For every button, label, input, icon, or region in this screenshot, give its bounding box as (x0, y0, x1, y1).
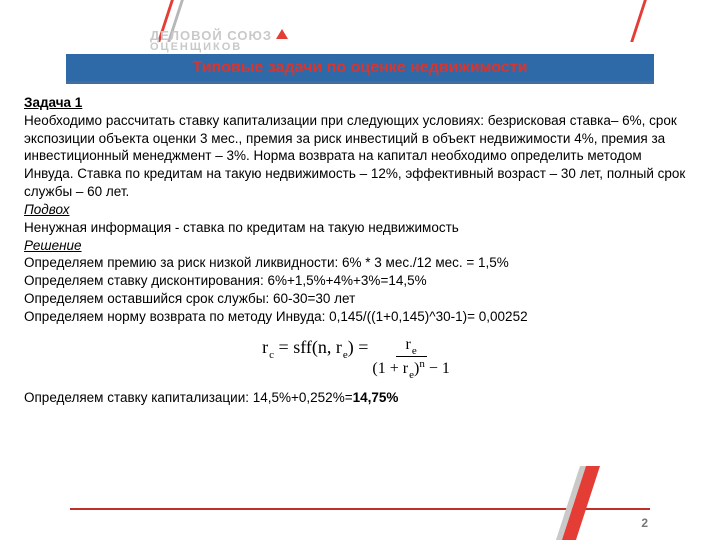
catch-label: Подвох (24, 201, 692, 219)
formula-numerator: re (396, 334, 427, 357)
title-bar: Типовые задачи по оценке недвижимости (66, 54, 654, 84)
watermark-logo: ДЕЛОВОЙ СОЮЗ ОЦЕНЩИКОВ (150, 28, 288, 53)
solution-line: Определяем премию за риск низкой ликвидн… (24, 254, 692, 272)
page-number: 2 (641, 516, 648, 530)
task-body: Необходимо рассчитать ставку капитализац… (24, 112, 692, 201)
solution-line: Определяем норму возврата по методу Инву… (24, 308, 692, 326)
content-body: Задача 1 Необходимо рассчитать ставку ка… (24, 94, 692, 407)
triangle-icon (276, 29, 288, 39)
solution-line: Определяем ставку дисконтирования: 6%+1,… (24, 272, 692, 290)
task-heading: Задача 1 (24, 94, 692, 112)
solution-label: Решение (24, 237, 692, 255)
decor-slash (630, 0, 654, 42)
slide: ДЕЛОВОЙ СОЮЗ ОЦЕНЩИКОВ Типовые задачи по… (0, 0, 720, 540)
solution-line: Определяем оставшийся срок службы: 60-30… (24, 290, 692, 308)
catch-body: Ненужная информация - ставка по кредитам… (24, 219, 692, 237)
slide-title: Типовые задачи по оценке недвижимости (193, 59, 528, 77)
formula-lhs: rc = sff(n, re) = (262, 336, 368, 381)
formula-fraction: re (1 + re)n − 1 (372, 334, 449, 379)
bottom-rule (70, 508, 650, 510)
formula-denominator: (1 + re)n − 1 (372, 357, 449, 379)
formula: rc = sff(n, re) = re (1 + re)n − 1 (24, 336, 692, 381)
final-line: Определяем ставку капитализации: 14,5%+0… (24, 389, 692, 407)
